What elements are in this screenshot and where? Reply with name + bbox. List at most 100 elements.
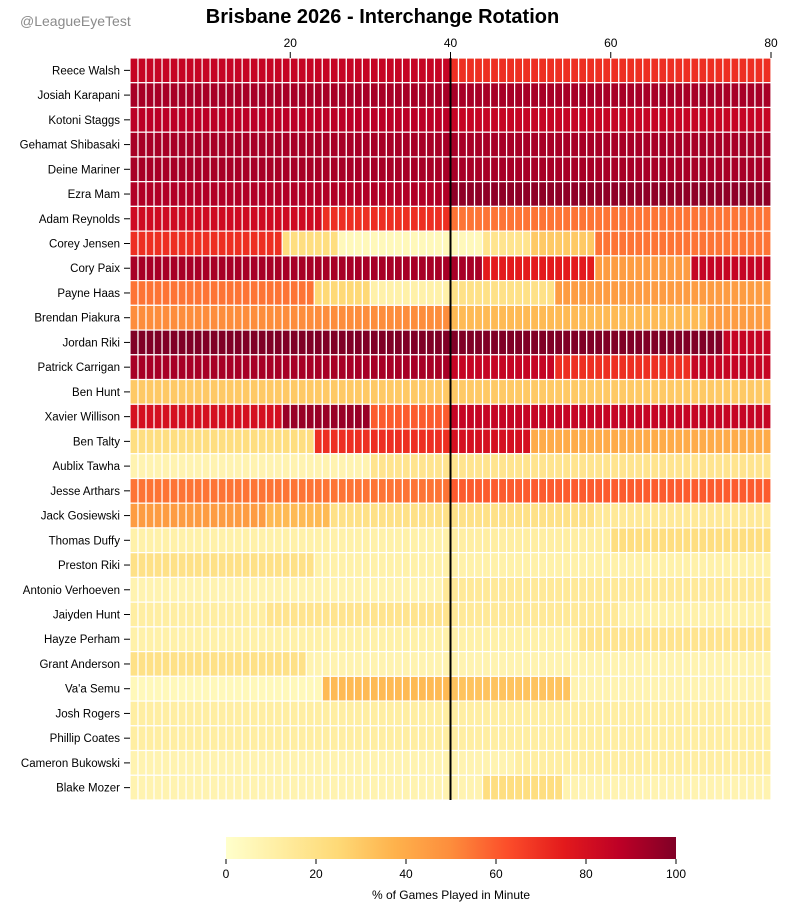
heatmap-cell [353,106,363,133]
heatmap-cell [505,255,516,282]
heatmap-cell [682,725,692,752]
heatmap-cell [698,552,708,578]
heatmap-cell [674,280,684,306]
heatmap-cell [177,255,187,282]
heatmap-cell [305,527,315,554]
heatmap-cell [714,280,724,306]
heatmap-cell [297,700,307,727]
heatmap-cell [666,131,676,158]
heatmap-cell [586,502,596,529]
heatmap-cell [369,626,379,653]
heatmap-cell [513,725,524,752]
heatmap-cell [642,403,652,430]
heatmap-cell [361,106,371,133]
heatmap-cell [241,552,251,578]
heatmap-cell [650,378,660,405]
heatmap-cell [586,329,596,356]
heatmap-cell [449,378,460,405]
heatmap-cell [225,477,235,504]
heatmap-cell [281,774,291,801]
heatmap-cell [385,230,396,257]
heatmap-cell [393,57,404,84]
heatmap-cell [513,255,524,282]
heatmap-cell [161,82,171,109]
heatmap-cell [626,181,636,207]
heatmap-cell [449,725,460,752]
heatmap-cell [754,82,764,109]
heatmap-cell [409,725,420,752]
heatmap-cell [666,675,676,702]
heatmap-cell [602,403,612,430]
heatmap-cell [233,280,243,306]
heatmap-cell [321,403,331,430]
heatmap-cell [530,280,540,306]
heatmap-cell [369,749,379,776]
heatmap-cell [345,230,355,257]
heatmap-cell [369,106,379,133]
heatmap-cell [650,304,660,331]
heatmap-cell [522,156,532,183]
heatmap-cell [385,626,396,653]
heatmap-cell [249,626,259,653]
heatmap-cell [385,403,396,430]
heatmap-cell [161,552,171,578]
heatmap-cell [433,502,444,529]
heatmap-cell [666,329,676,356]
heatmap-cell [249,527,259,554]
heatmap-cell [417,675,428,702]
heatmap-cell [329,230,339,257]
heatmap-cell [169,749,179,776]
heatmap-cell [538,774,548,801]
heatmap-cell [369,552,379,578]
heatmap-cell [457,626,468,653]
heatmap-cell [153,453,163,480]
heatmap-cell [177,57,187,84]
heatmap-cell [169,626,179,653]
heatmap-cell [417,106,428,133]
heatmap-cell [538,403,548,430]
heatmap-cell [658,403,668,430]
row-label: Cory Paix [70,263,120,275]
heatmap-cell [281,131,291,158]
heatmap-cell [313,354,323,381]
heatmap-cell [305,57,315,84]
heatmap-cell [562,255,572,282]
heatmap-cell [546,181,556,207]
heatmap-cell [417,403,428,430]
heatmap-cell [313,403,323,430]
heatmap-cell [562,725,572,752]
heatmap-cell [401,700,412,727]
heatmap-cell [449,675,460,702]
heatmap-cell [722,403,732,430]
heatmap-cell [265,428,275,455]
heatmap-cell [401,774,412,801]
heatmap-cell [714,527,724,554]
heatmap-cell [722,774,732,801]
heatmap-cell [241,700,251,727]
heatmap-cell [241,428,251,455]
heatmap-cell [562,205,572,232]
heatmap-cell [297,156,307,183]
heatmap-cell [674,477,684,504]
heatmap-cell [586,527,596,554]
heatmap-cell [289,230,299,257]
heatmap-cell [746,230,756,257]
heatmap-cell [762,453,772,480]
heatmap-cell [465,749,476,776]
heatmap-cell [265,527,275,554]
heatmap-cell [505,601,516,628]
heatmap-cell [433,57,444,84]
heatmap-cell [241,453,251,480]
heatmap-cell [457,304,468,331]
heatmap-cell [530,552,540,578]
heatmap-cell [706,502,716,529]
heatmap-cell [530,725,540,752]
heatmap-cell [489,304,500,331]
heatmap-cell [634,57,644,84]
heatmap-cell [602,304,612,331]
heatmap-cell [241,131,251,158]
heatmap-cell [297,477,307,504]
heatmap-cell [658,477,668,504]
heatmap-cell [722,304,732,331]
heatmap-cell [289,774,299,801]
